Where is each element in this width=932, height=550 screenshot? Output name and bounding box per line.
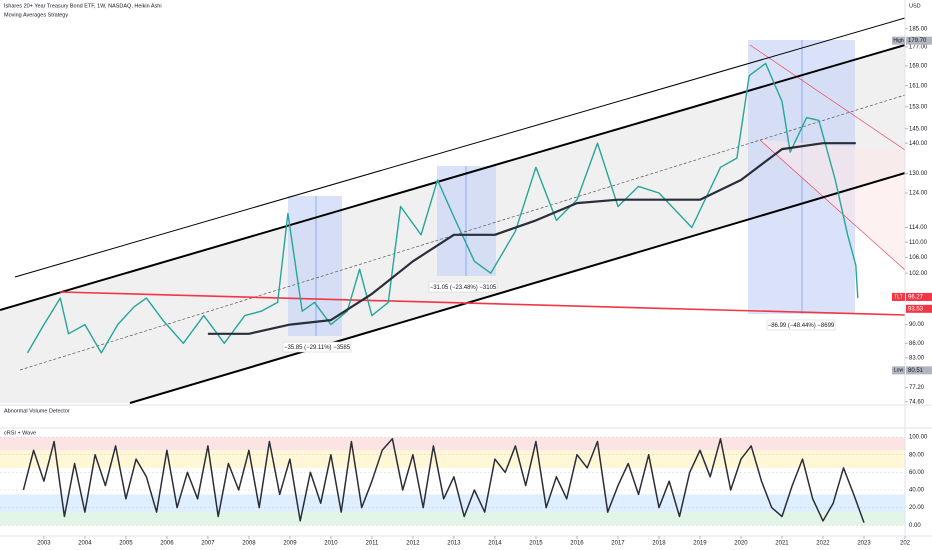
x-tick-label: 2023 <box>857 541 871 547</box>
x-tick-label: 2019 <box>693 541 707 547</box>
y-tick-label: 130.00 <box>909 171 928 177</box>
price-label: 96.27 <box>908 295 924 301</box>
y-tick-label: 74.60 <box>909 399 925 405</box>
y-tick-label: 161.00 <box>909 83 928 89</box>
price-label: 93.53 <box>908 306 924 312</box>
decline-line <box>749 44 906 151</box>
y-tick-label: 185.00 <box>909 26 928 32</box>
price-label: 80.51 <box>908 368 924 374</box>
x-tick-label: 2011 <box>365 541 379 547</box>
pane-tick-label: 60.00 <box>909 470 925 476</box>
price-label-name: Low <box>894 368 904 374</box>
price-label: 179.70 <box>908 38 927 44</box>
pane-title: cRSI + Wave <box>4 430 36 436</box>
y-tick-label: 110.00 <box>909 240 928 246</box>
x-tick-label: 2013 <box>447 541 461 547</box>
annotation: −31.05 (−23.48%) −3105 <box>430 285 497 291</box>
y-tick-label: 145.00 <box>909 126 928 132</box>
series-layer <box>0 62 905 526</box>
range-box <box>288 196 342 336</box>
channel-lower <box>129 172 906 404</box>
price-label-box <box>906 304 932 313</box>
x-tick-label: 202 <box>900 541 911 547</box>
x-tick-label: 2014 <box>488 541 502 547</box>
x-tick-label: 2020 <box>734 541 748 547</box>
price-label-name: TLT <box>894 294 903 300</box>
pane-tick-label: 80.00 <box>909 452 925 458</box>
price-label-name: High <box>893 38 904 44</box>
x-tick-label: 2012 <box>406 541 420 547</box>
y-tick-label: 169.00 <box>909 63 928 69</box>
channel-mid <box>19 94 906 371</box>
y-tick-label: 140.00 <box>909 141 928 147</box>
y-tick-label: 114.00 <box>909 225 928 231</box>
x-tick-label: 2015 <box>529 541 543 547</box>
x-tick-label: 2022 <box>816 541 830 547</box>
price-label-name-box <box>892 292 905 301</box>
annotation-box <box>428 281 498 293</box>
zone <box>0 494 905 513</box>
price-label-box <box>906 292 932 301</box>
channel-upper <box>0 44 906 311</box>
price-label-name-box <box>892 36 905 45</box>
x-tick-label: 2007 <box>201 541 215 547</box>
annotation-box <box>766 319 836 331</box>
decline-line <box>759 139 906 271</box>
price-label-name-box <box>892 366 905 375</box>
support-line <box>59 291 906 316</box>
y-tick-label: 106.00 <box>909 255 928 261</box>
x-tick-label: 2003 <box>37 541 51 547</box>
x-tick-label: 2017 <box>611 541 625 547</box>
y-tick-label: 86.00 <box>909 341 925 347</box>
zone <box>0 512 905 526</box>
price-label-box <box>906 36 932 45</box>
price-label-box <box>906 366 932 375</box>
pane-tick-label: 0.00 <box>909 523 921 529</box>
pane-tick-label: 20.00 <box>909 505 925 511</box>
y-tick-label: 83.00 <box>909 355 925 361</box>
annotation: −35.85 (−29.11%) −3585 <box>284 345 351 351</box>
x-tick-label: 2005 <box>119 541 133 547</box>
series-line <box>26 62 859 354</box>
x-tick-label: 2008 <box>242 541 256 547</box>
annotation-box <box>282 341 352 353</box>
x-tick-label: 2004 <box>78 541 92 547</box>
chart-title: Ishares 20+ Year Treasury Bond ETF, 1W, … <box>4 3 162 9</box>
x-tick-label: 2021 <box>775 541 789 547</box>
x-tick-label: 2010 <box>324 541 338 547</box>
chart-subtitle: Moving Averages Strategy <box>4 12 68 18</box>
zone <box>0 450 905 468</box>
x-tick-label: 2018 <box>652 541 666 547</box>
channel-outer <box>14 17 906 278</box>
y-tick-label: 77.20 <box>909 385 925 391</box>
x-tick-label: 2009 <box>283 541 297 547</box>
zone <box>0 437 905 451</box>
pane-tick-label: 40.00 <box>909 488 925 494</box>
x-tick-label: 2016 <box>570 541 584 547</box>
y-tick-label: 153.00 <box>909 104 928 110</box>
annotation: −86.99 (−48.44%) −8699 <box>768 323 835 329</box>
y-tick-label: 102.00 <box>909 271 928 277</box>
pane-title: Abnormal Volume Detector <box>4 408 70 414</box>
y-tick-label: 177.00 <box>909 44 928 50</box>
y-tick-label: 124.00 <box>909 191 928 197</box>
y-tick-label: 90.00 <box>909 322 925 328</box>
series-line <box>207 142 856 335</box>
x-tick-label: 2006 <box>160 541 174 547</box>
range-box <box>437 166 496 276</box>
pane-tick-label: 100.00 <box>909 435 928 441</box>
series-line <box>22 438 865 523</box>
currency: USD <box>909 3 921 9</box>
